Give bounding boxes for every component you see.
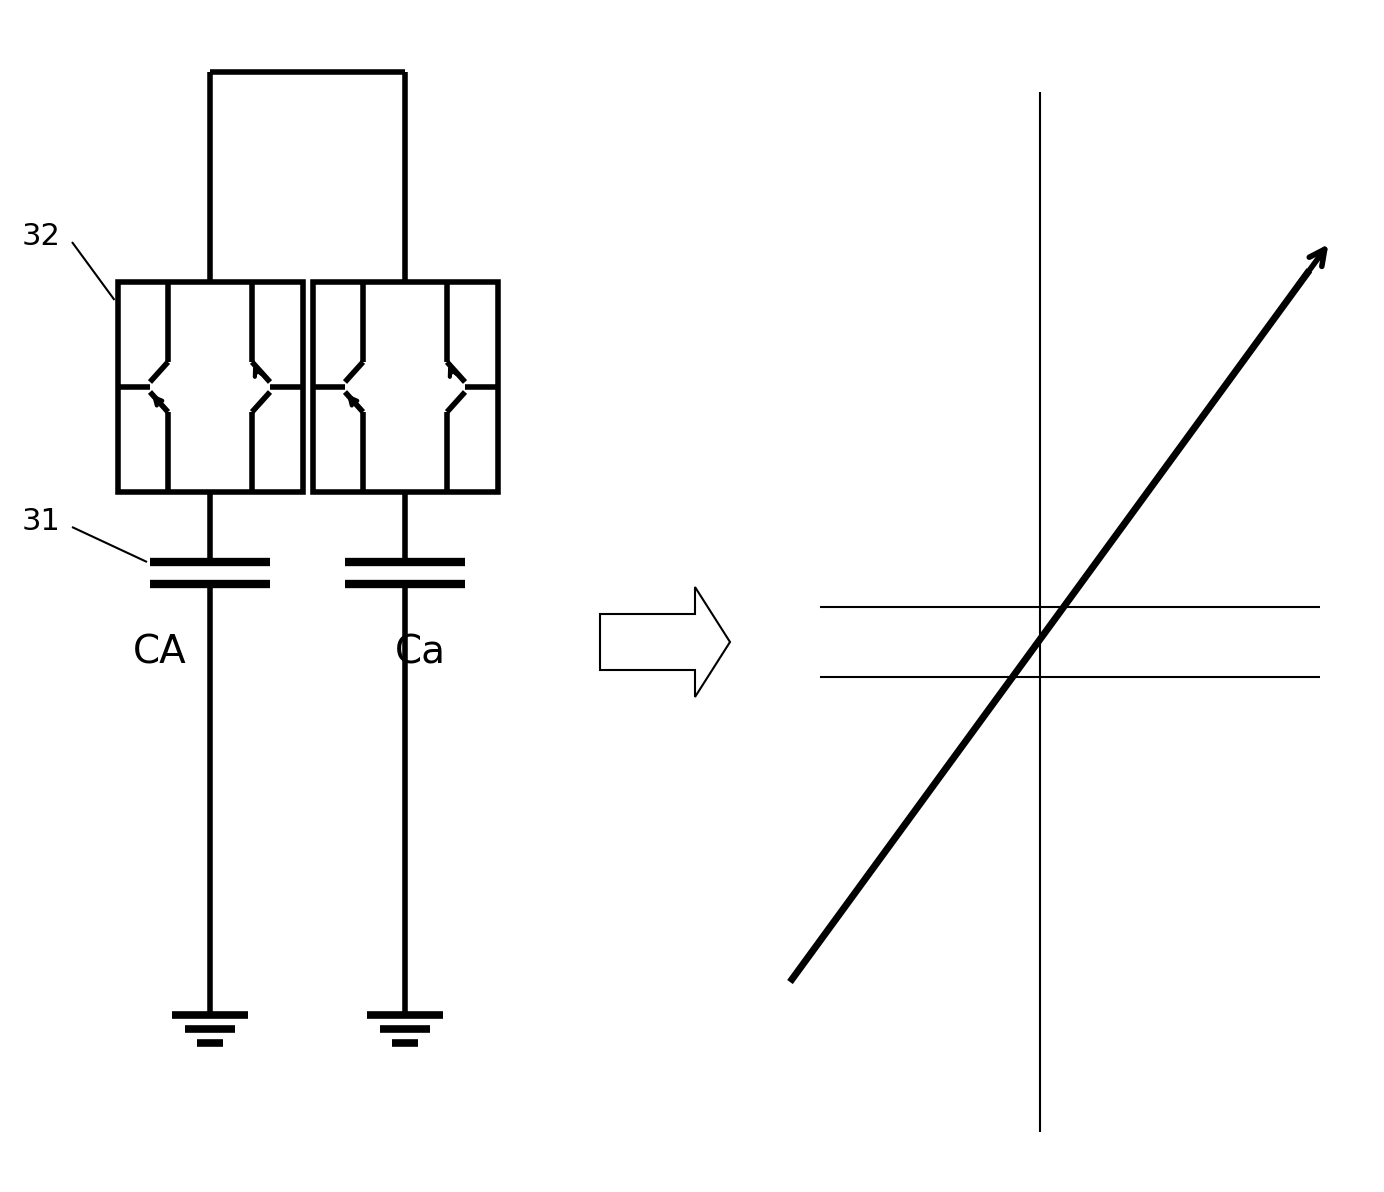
Text: 32: 32 [22,223,61,252]
Bar [118,283,303,492]
Text: Ca: Ca [394,634,446,672]
Polygon shape [601,586,729,697]
Text: CA: CA [133,634,187,672]
Bar [313,283,497,492]
Text: 31: 31 [22,508,61,536]
